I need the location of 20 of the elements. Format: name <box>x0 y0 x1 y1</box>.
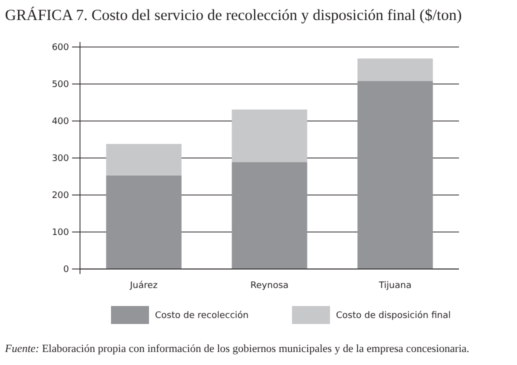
bar <box>357 58 433 82</box>
bar <box>232 162 308 269</box>
y-tick-label: 200 <box>52 191 70 202</box>
x-tick-label: Tijuana <box>378 281 412 291</box>
y-tick-label: 0 <box>63 265 70 276</box>
x-tick-label: Juárez <box>129 280 158 291</box>
y-tick-label: 100 <box>52 228 70 238</box>
bar <box>106 144 182 176</box>
y-tick-label: 500 <box>52 80 70 90</box>
bar <box>232 110 308 162</box>
y-tick-label: 600 <box>52 43 70 54</box>
legend-label: Costo de disposición final <box>336 310 451 322</box>
y-tick-label: 400 <box>52 117 70 128</box>
y-tick-label: 300 <box>52 154 70 164</box>
bar <box>357 81 433 269</box>
legend-label: Costo de recolección <box>155 310 249 322</box>
bar <box>106 175 182 269</box>
x-tick-label: Reynosa <box>250 281 289 291</box>
source-note: Fuente: Elaboración propia con información de los gobiernos municipales y de la empresa concesionaria. <box>4 343 470 355</box>
chart-title: GRÁFICA 7. Costo del servicio de recolección y disposición final ($/ton) <box>5 6 462 24</box>
